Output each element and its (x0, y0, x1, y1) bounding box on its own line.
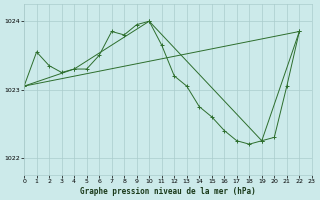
X-axis label: Graphe pression niveau de la mer (hPa): Graphe pression niveau de la mer (hPa) (80, 187, 256, 196)
